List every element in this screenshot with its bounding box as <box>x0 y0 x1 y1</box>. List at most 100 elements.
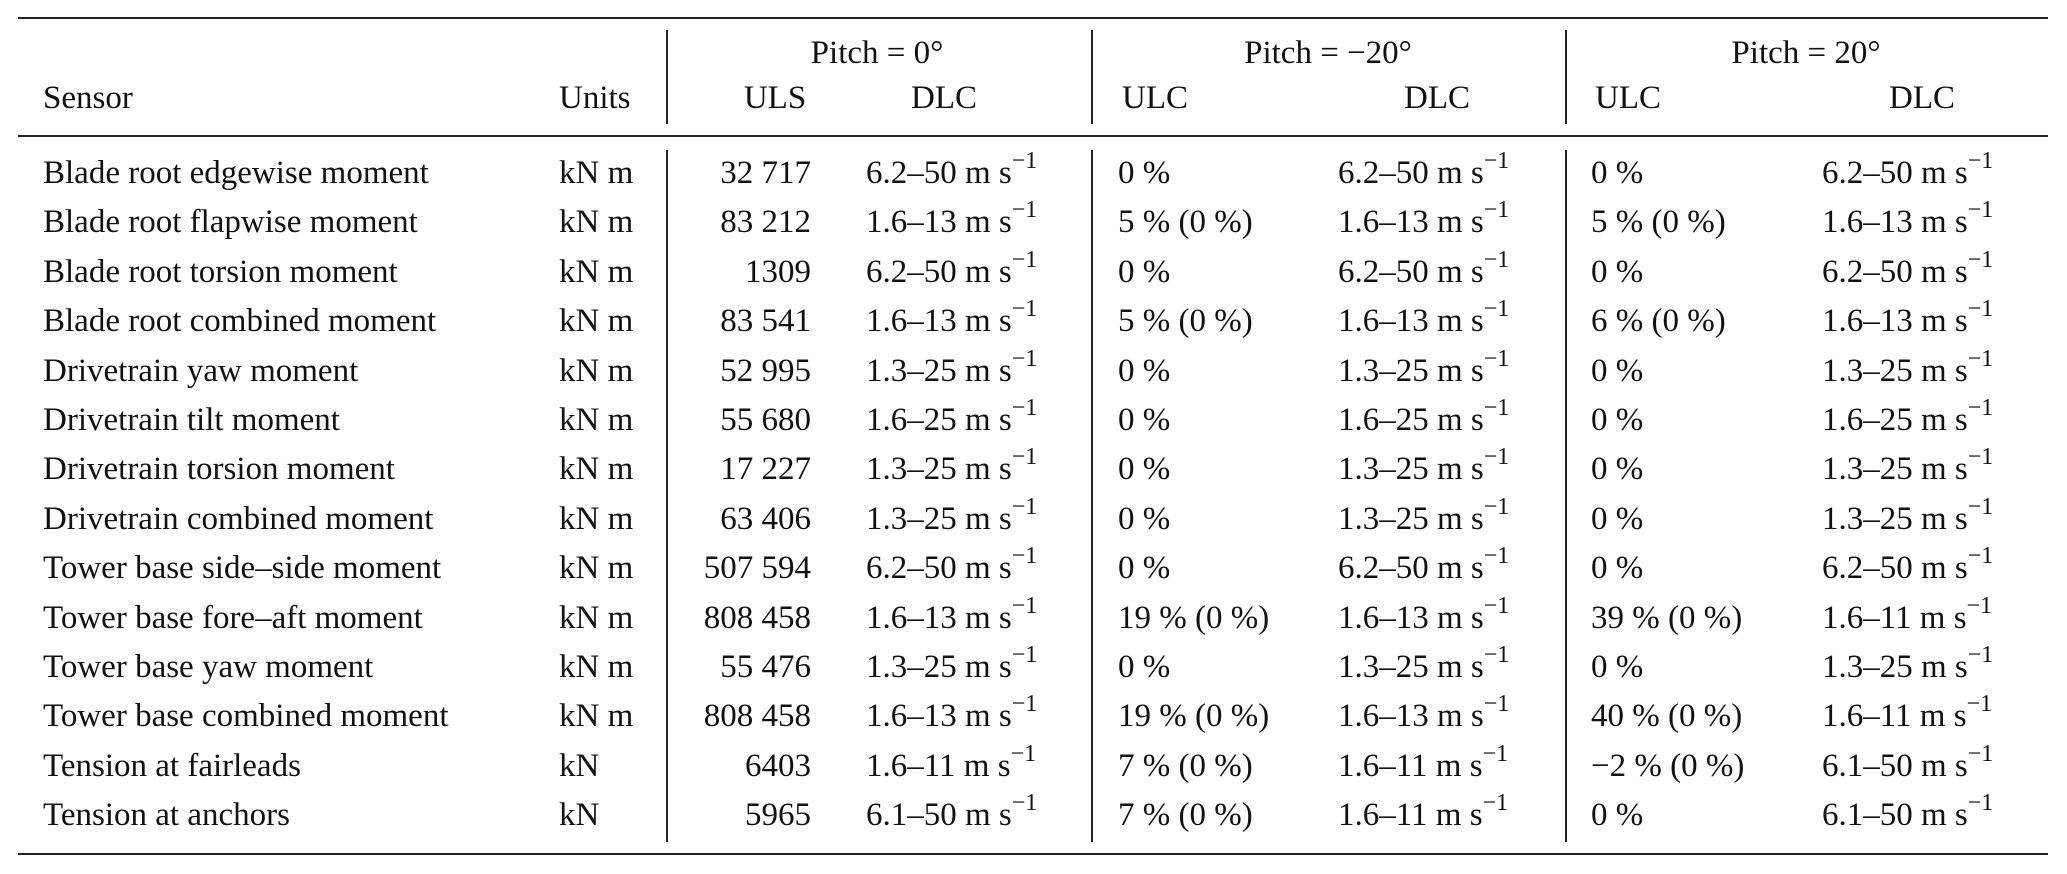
cell-text: 1.6–25 m s <box>866 402 1012 438</box>
cell: Tower base side–side moment <box>43 550 442 587</box>
cell: 0 % <box>1591 550 1644 587</box>
cell: 5 % (0 %) <box>1118 303 1253 340</box>
cell: 1.3–25 m s−1 <box>866 643 1037 687</box>
cell: kN m <box>559 402 634 438</box>
cell-exponent: −1 <box>1011 691 1038 718</box>
cell: 39 % (0 %) <box>1591 599 1743 636</box>
cell: Drivetrain combined moment <box>43 500 434 537</box>
cell-text: 1.3–25 m s <box>1822 352 1968 389</box>
cell: Tension at anchors <box>43 797 290 834</box>
cell: 19 % (0 %) <box>1118 599 1270 636</box>
cell: 6.2–50 m s−1 <box>1338 544 1509 588</box>
cell-text: 1.6–11 m s <box>1822 599 1967 636</box>
cell: 1.6–11 m s−1 <box>1338 742 1508 786</box>
cell-text: 1.6–25 m s <box>1338 402 1484 438</box>
cell: 1.6–25 m s−1 <box>1822 396 1993 440</box>
cell: 1.6–13 m s−1 <box>1338 198 1509 242</box>
cell-exponent: −1 <box>1483 246 1510 273</box>
cell: Tower base yaw moment <box>43 649 374 685</box>
cell: 1.6–13 m s−1 <box>866 297 1037 341</box>
cell-text: 6.2–50 m s <box>866 253 1012 290</box>
cell: 0 % <box>1118 500 1171 537</box>
cell-text: 6.2–50 m s <box>866 155 1012 191</box>
divider <box>1091 30 1093 124</box>
cell: 1.6–13 m s−1 <box>1338 594 1509 638</box>
cell-text: 1.3–25 m s <box>1822 500 1968 537</box>
cell-text: 1.6–13 m s <box>1338 599 1484 636</box>
cell-exponent: −1 <box>1011 296 1038 323</box>
cell-exponent: −1 <box>1011 345 1038 372</box>
cell: 6.2–50 m s−1 <box>1822 544 1993 588</box>
cell: 0 % <box>1591 155 1644 191</box>
cell-exponent: −1 <box>1967 493 1994 520</box>
cell-exponent: −1 <box>1011 493 1038 520</box>
cell-exponent: −1 <box>1967 345 1994 372</box>
cell: 0 % <box>1591 797 1644 834</box>
cell: kN m <box>559 698 634 735</box>
column-header: ULS <box>743 80 807 116</box>
cell-exponent: −1 <box>1966 691 1993 718</box>
cell: 1.6–13 m s−1 <box>866 692 1037 736</box>
cell: 6.1–50 m s−1 <box>866 791 1037 835</box>
cell: 0 % <box>1118 550 1171 587</box>
cell: 1309 <box>745 253 811 290</box>
cell: 6.2–50 m s−1 <box>866 544 1037 588</box>
cell-text: 1.6–13 m s <box>1338 303 1484 340</box>
cell: 0 % <box>1591 500 1644 537</box>
cell: kN <box>559 747 600 784</box>
cell-exponent: −1 <box>1482 790 1509 817</box>
cell: kN m <box>559 204 634 241</box>
cell: 1.6–11 m s−1 <box>1338 791 1508 835</box>
cell-exponent: −1 <box>1011 642 1038 668</box>
cell: 6.2–50 m s−1 <box>866 248 1037 292</box>
cell-text: 1.6–11 m s <box>1822 698 1967 735</box>
cell: Blade root edgewise moment <box>43 155 429 191</box>
cell: kN m <box>559 451 634 488</box>
cell-exponent: −1 <box>1483 395 1510 421</box>
column-header: Units <box>559 80 631 116</box>
cell: Drivetrain tilt moment <box>43 402 340 438</box>
cell: 6.2–50 m s−1 <box>1338 248 1509 292</box>
cell-text: 1.3–25 m s <box>866 352 1012 389</box>
cell-exponent: −1 <box>1483 691 1510 718</box>
cell-text: 1.6–13 m s <box>1338 698 1484 735</box>
cell: 1.3–25 m s−1 <box>1338 445 1509 489</box>
cell-text: 1.6–11 m s <box>1338 747 1483 784</box>
cell-text: 1.6–13 m s <box>866 599 1012 636</box>
cell: 6.1–50 m s−1 <box>1822 742 1993 786</box>
cell-text: 1.3–25 m s <box>1338 352 1484 389</box>
column-header: ULC <box>1595 80 1661 116</box>
cell: 52 995 <box>720 352 811 389</box>
cell: 1.6–13 m s−1 <box>1338 297 1509 341</box>
cell-text: 1.3–25 m s <box>1822 451 1968 488</box>
cell: 5 % (0 %) <box>1591 204 1726 241</box>
cell: 83 541 <box>720 303 811 340</box>
cell-text: 1.6–11 m s <box>866 747 1011 784</box>
cell: kN m <box>559 155 634 191</box>
cell: 0 % <box>1118 352 1171 389</box>
cell: 0 % <box>1591 402 1644 438</box>
cell: Tower base combined moment <box>43 698 449 735</box>
cell: Drivetrain yaw moment <box>43 352 359 389</box>
cell: 1.3–25 m s−1 <box>866 347 1037 391</box>
cell: 1.3–25 m s−1 <box>1822 643 1993 687</box>
cell: 1.3–25 m s−1 <box>866 445 1037 489</box>
top-rule <box>18 17 2048 19</box>
cell-exponent: −1 <box>1967 296 1994 323</box>
cell: Tension at fairleads <box>43 747 301 784</box>
cell-text: 6.2–50 m s <box>1338 253 1484 290</box>
cell: kN m <box>559 352 634 389</box>
cell-exponent: −1 <box>1967 740 1994 767</box>
cell: 0 % <box>1591 649 1644 685</box>
cell: 1.3–25 m s−1 <box>1822 445 1993 489</box>
cell: Drivetrain torsion moment <box>43 451 395 488</box>
cell: 1.6–25 m s−1 <box>866 396 1037 440</box>
cell: 1.6–13 m s−1 <box>1822 198 1993 242</box>
cell: 1.3–25 m s−1 <box>1338 495 1509 539</box>
cell: −2 % (0 %) <box>1591 747 1745 784</box>
cell-text: 1.3–25 m s <box>866 649 1012 685</box>
cell-text: 1.6–11 m s <box>1338 797 1483 834</box>
cell-text: 1.6–13 m s <box>1822 204 1968 241</box>
cell: 0 % <box>1591 451 1644 488</box>
